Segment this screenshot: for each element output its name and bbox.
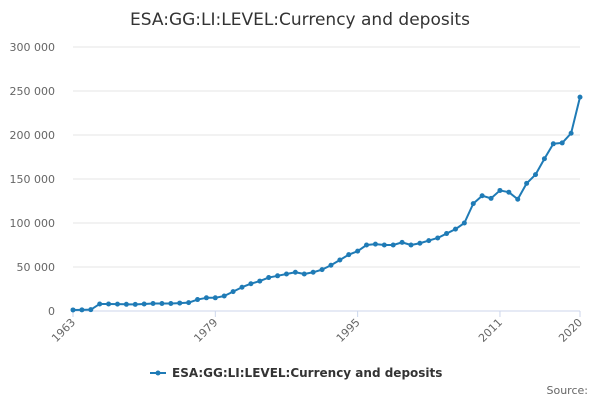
source-label[interactable]: Source:: [547, 384, 589, 397]
data-point[interactable]: [470, 201, 476, 207]
data-point[interactable]: [399, 239, 405, 245]
data-point[interactable]: [452, 226, 458, 232]
data-point[interactable]: [292, 269, 298, 275]
data-point[interactable]: [168, 301, 174, 307]
data-point[interactable]: [319, 267, 325, 273]
data-point[interactable]: [132, 301, 138, 307]
y-tick-label: 250 000: [10, 85, 56, 98]
data-point[interactable]: [123, 301, 129, 307]
data-point[interactable]: [346, 252, 352, 258]
data-point[interactable]: [390, 242, 396, 248]
data-point[interactable]: [195, 297, 201, 303]
data-point[interactable]: [141, 301, 147, 307]
series-layer: [70, 94, 583, 313]
data-point[interactable]: [417, 240, 423, 246]
data-point[interactable]: [88, 307, 94, 313]
data-point[interactable]: [79, 307, 85, 313]
data-point[interactable]: [364, 242, 370, 248]
data-point[interactable]: [426, 238, 432, 244]
data-point[interactable]: [497, 187, 503, 193]
data-point[interactable]: [203, 295, 209, 301]
legend-marker: [155, 370, 161, 376]
x-tick-label: 1995: [334, 316, 363, 345]
data-point[interactable]: [221, 293, 227, 299]
data-point[interactable]: [444, 231, 450, 237]
series-line: [72, 96, 581, 311]
data-point[interactable]: [257, 278, 263, 284]
y-tick-label: 100 000: [10, 217, 56, 230]
data-point[interactable]: [479, 193, 485, 199]
y-tick-label: 200 000: [10, 129, 56, 142]
y-tick-label: 300 000: [10, 41, 56, 54]
data-point[interactable]: [283, 271, 289, 277]
data-point[interactable]: [381, 242, 387, 248]
data-point[interactable]: [310, 269, 316, 275]
data-point[interactable]: [435, 235, 441, 241]
data-point[interactable]: [337, 257, 343, 263]
data-point[interactable]: [230, 289, 236, 295]
y-tick-label: 50 000: [17, 261, 56, 274]
data-point[interactable]: [577, 94, 583, 100]
data-point[interactable]: [488, 195, 494, 201]
data-point[interactable]: [106, 301, 112, 307]
legend-label[interactable]: ESA:GG:LI:LEVEL:Currency and deposits: [172, 366, 442, 380]
data-point[interactable]: [533, 172, 539, 178]
x-tick-label: 2020: [556, 316, 585, 345]
data-point[interactable]: [150, 301, 156, 307]
data-point[interactable]: [275, 273, 281, 279]
data-point[interactable]: [239, 284, 245, 290]
x-tick-label: 2011: [476, 316, 505, 345]
data-point[interactable]: [212, 295, 218, 301]
data-point[interactable]: [266, 275, 272, 281]
legend[interactable]: ESA:GG:LI:LEVEL:Currency and deposits: [150, 366, 442, 380]
data-point[interactable]: [568, 130, 574, 136]
y-tick-label: 0: [48, 305, 55, 318]
data-point[interactable]: [355, 248, 361, 254]
data-point[interactable]: [248, 281, 254, 287]
data-point[interactable]: [541, 156, 547, 162]
data-point[interactable]: [524, 180, 530, 186]
data-point[interactable]: [301, 271, 307, 277]
data-point[interactable]: [328, 262, 334, 268]
y-tick-label: 150 000: [10, 173, 56, 186]
chart-title: ESA:GG:LI:LEVEL:Currency and deposits: [130, 10, 470, 30]
x-tick-label: 1979: [191, 316, 220, 345]
data-point[interactable]: [97, 301, 103, 307]
data-point[interactable]: [372, 241, 378, 247]
grid: [73, 46, 580, 268]
data-point[interactable]: [114, 301, 120, 307]
data-point[interactable]: [550, 141, 556, 147]
data-point[interactable]: [461, 220, 467, 226]
data-point[interactable]: [515, 196, 521, 202]
data-point[interactable]: [408, 242, 414, 248]
data-point[interactable]: [177, 300, 183, 306]
y-axis-ticks: 0 50 000 100 000 150 000 200 000 250 000 300 0…: [10, 41, 56, 318]
data-point[interactable]: [186, 300, 192, 306]
x-tick-label: 1963: [49, 316, 78, 345]
data-point[interactable]: [506, 189, 512, 195]
data-point[interactable]: [70, 307, 76, 313]
data-point[interactable]: [159, 301, 165, 307]
x-axis-ticks: 1963 1979 1995 2011 2020: [49, 311, 585, 345]
data-point[interactable]: [559, 140, 565, 146]
